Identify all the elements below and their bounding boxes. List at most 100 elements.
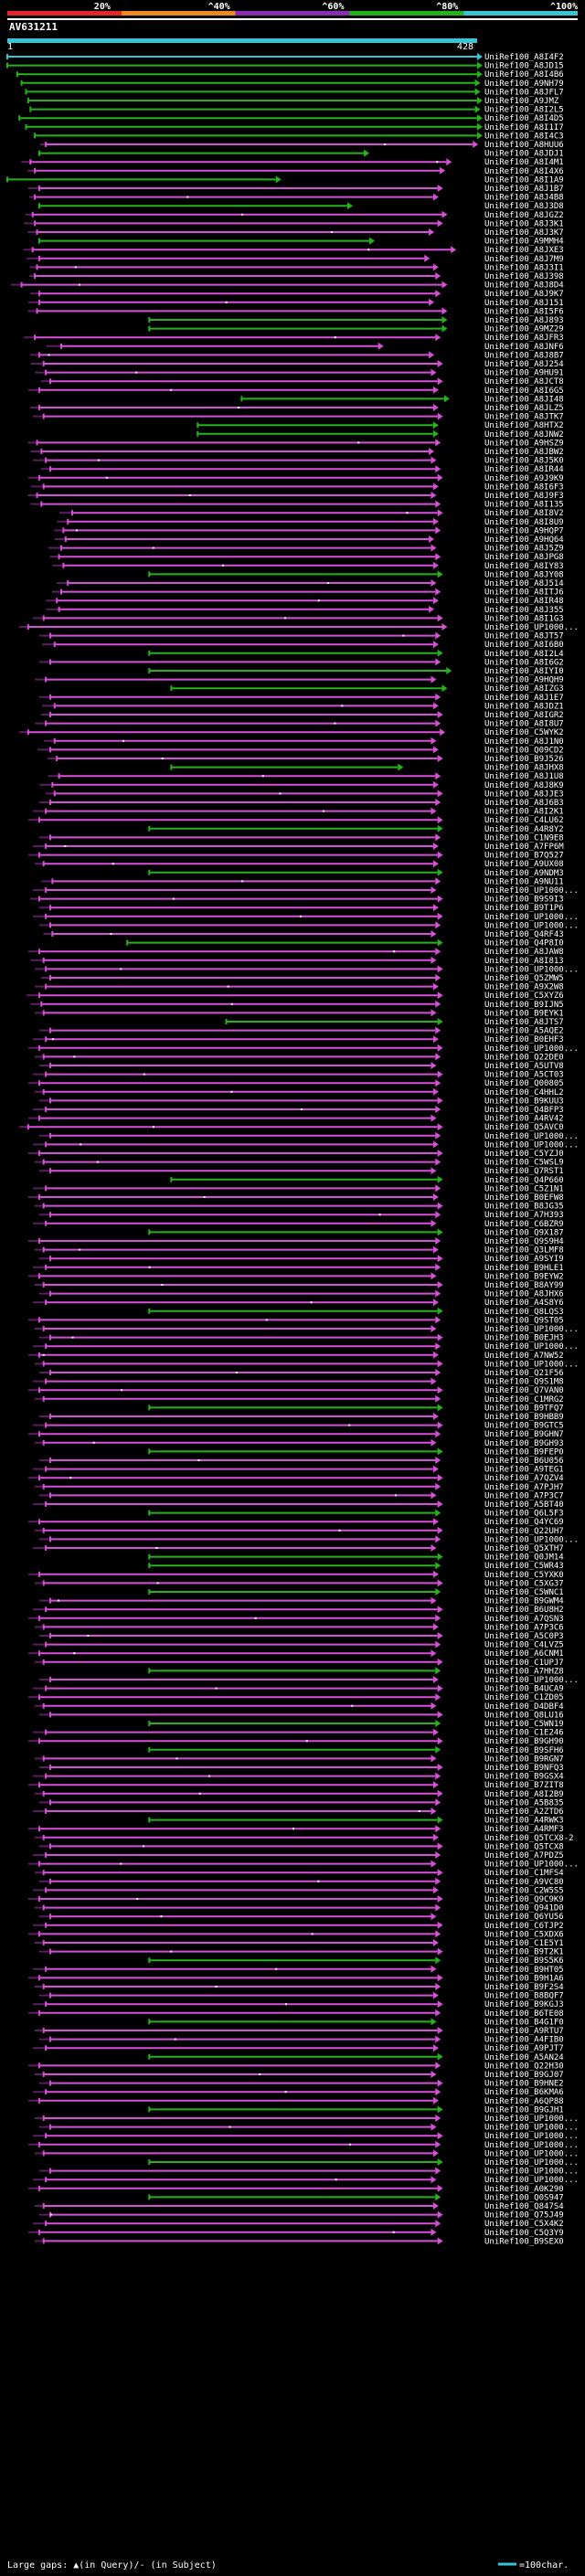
gap-mark	[394, 1494, 397, 1497]
gap-mark	[105, 476, 108, 479]
hit-row: UniRef100_A9MZ29	[148, 324, 564, 334]
hit-label: UniRef100_A4R8Y2	[484, 825, 564, 834]
hit-row: UniRef100_A8J514	[57, 579, 564, 588]
hit-arrowhead	[432, 746, 439, 754]
hit-row: UniRef100_A8J9F3	[27, 492, 564, 501]
hit-arrowhead	[435, 1667, 441, 1675]
hit-label: UniRef100_Q21F56	[484, 1369, 564, 1378]
hit-label: UniRef100_A8J1B7	[484, 185, 564, 194]
hit-label: UniRef100_UP1000...	[484, 2124, 579, 2133]
hit-row: UniRef100_B9SFH6	[148, 1745, 564, 1755]
hit-label: UniRef100_A8J9F3	[484, 492, 564, 501]
hit-row: UniRef100_B9GH90	[27, 1737, 564, 1746]
hit-row: UniRef100_A5AQE2	[38, 1026, 564, 1036]
hit-arrowhead	[429, 448, 435, 455]
hit-arrowhead	[435, 1342, 441, 1351]
hit-arrowhead	[431, 1913, 437, 1921]
hit-label: UniRef100_A8J8B7	[484, 351, 564, 360]
hit-arrowhead	[432, 561, 439, 569]
gap-mark	[384, 143, 387, 145]
hit-label: UniRef100_B9KGJ3	[484, 2000, 564, 2009]
hit-row: UniRef100_Q0S947	[148, 2193, 564, 2202]
hit-row: UniRef100_UP1000...	[38, 2123, 579, 2133]
hit-arrowhead	[364, 149, 370, 157]
hit-arrowhead	[437, 1175, 443, 1183]
hit-label: UniRef100_Q75J49	[484, 2211, 564, 2221]
scale-segment	[7, 11, 122, 16]
hit-label: UniRef100_A5BT40	[484, 1500, 564, 1510]
hit-label: UniRef100_A8J8K9	[484, 781, 564, 790]
hit-row: UniRef100_B4G1F0	[148, 2018, 564, 2027]
hit-label: UniRef100_A8I6G5	[484, 387, 564, 396]
hit-label: UniRef100_Q5AVC0	[484, 1123, 564, 1132]
hit-label: UniRef100_UP1000...	[484, 1044, 579, 1054]
hit-label: UniRef100_A8ITJ6	[484, 588, 564, 598]
hit-row: UniRef100_Q6YU56	[38, 1913, 564, 1922]
hit-arrowhead	[437, 2210, 443, 2219]
hit-label: UniRef100_UP1000...	[484, 623, 579, 632]
gap-mark	[143, 1845, 145, 1848]
hit-label: UniRef100_A8I2K1	[484, 808, 564, 817]
hit-label: UniRef100_A9MZ29	[484, 325, 564, 334]
hit-row: UniRef100_B9GTC5	[33, 1421, 564, 1431]
hit-label: UniRef100_C1MFS4	[484, 1869, 564, 1878]
hit-arrowhead	[437, 1421, 443, 1429]
hit-label: UniRef100_B9SFH6	[484, 1746, 564, 1755]
hit-row: UniRef100_UP1000...	[27, 2140, 579, 2150]
hit-label: UniRef100_A8I6F3	[484, 482, 564, 492]
hit-label: UniRef100_Q9ST05	[484, 1316, 564, 1325]
hit-arrowhead	[441, 684, 448, 693]
hit-row: UniRef100_A4RMF3	[27, 1825, 564, 1834]
hit-arrowhead	[435, 1693, 441, 1701]
hit-row: UniRef100_A8J8K9	[39, 780, 564, 790]
hit-arrowhead	[441, 307, 448, 315]
gap-mark	[227, 985, 229, 988]
hit-row: UniRef100_C1E5Y1	[34, 1939, 564, 1948]
hit-row: UniRef100_C5YZJ0	[27, 1150, 564, 1159]
hit-label: UniRef100_A8HUU6	[484, 141, 564, 150]
gap-mark	[275, 1967, 278, 1970]
gap-mark	[351, 1704, 354, 1707]
hit-row: UniRef100_Q9X187	[148, 1228, 564, 1237]
scale-tick-label: ^100%	[550, 2, 578, 12]
hit-label: UniRef100_C1N9E8	[484, 833, 564, 843]
hit-label: UniRef100_A8I135	[484, 501, 564, 510]
hit-arrowhead	[435, 1237, 441, 1245]
hit-label: UniRef100_B6KMA6	[484, 2088, 564, 2097]
gap-mark	[402, 634, 405, 637]
hit-arrowhead	[437, 1816, 443, 1824]
hit-label: UniRef100_A6CNM1	[484, 1649, 564, 1659]
hit-arrowhead	[431, 1491, 437, 1500]
hit-arrowhead	[431, 886, 437, 894]
hit-row: UniRef100_A8I4M1	[21, 158, 564, 167]
hit-label: UniRef100_B9FEP0	[484, 1447, 564, 1457]
hit-label: UniRef100_Q4YC69	[484, 1518, 564, 1527]
gap-mark	[64, 845, 67, 847]
hit-row: UniRef100_UP1000...	[33, 912, 579, 922]
hit-row: UniRef100_C5XG37	[34, 1579, 564, 1588]
gap-mark	[156, 1582, 159, 1585]
hit-arrowhead	[437, 473, 443, 482]
hit-arrowhead	[437, 1895, 443, 1903]
hit-arrowhead	[437, 1228, 443, 1236]
hit-label: UniRef100_UP1000...	[484, 1140, 579, 1150]
hit-label: UniRef100_A8JI48	[484, 395, 564, 404]
hit-arrowhead	[432, 482, 439, 491]
hit-arrowhead	[437, 1526, 443, 1534]
hit-row: UniRef100_UP1000...	[38, 1131, 579, 1141]
hit-label: UniRef100_A8IY83	[484, 562, 564, 571]
hit-row: UniRef100_A8J7M9	[26, 254, 564, 264]
hit-row: UniRef100_B9NFQ3	[38, 1764, 564, 1773]
hit-arrowhead	[437, 570, 443, 578]
gap-mark	[330, 231, 333, 233]
gap-mark	[436, 161, 439, 164]
hit-label: UniRef100_C5XG37	[484, 1579, 564, 1588]
hit-label: UniRef100_A9SYI9	[484, 1255, 564, 1264]
hit-label: UniRef100_B0EHF3	[484, 1035, 564, 1044]
hit-label: UniRef100_A8JHX8	[484, 764, 564, 773]
hit-arrowhead	[435, 2115, 441, 2122]
hit-arrowhead	[435, 1588, 441, 1595]
hit-arrowhead	[443, 395, 450, 403]
hit-label: UniRef100_A8J1N0	[484, 737, 564, 747]
